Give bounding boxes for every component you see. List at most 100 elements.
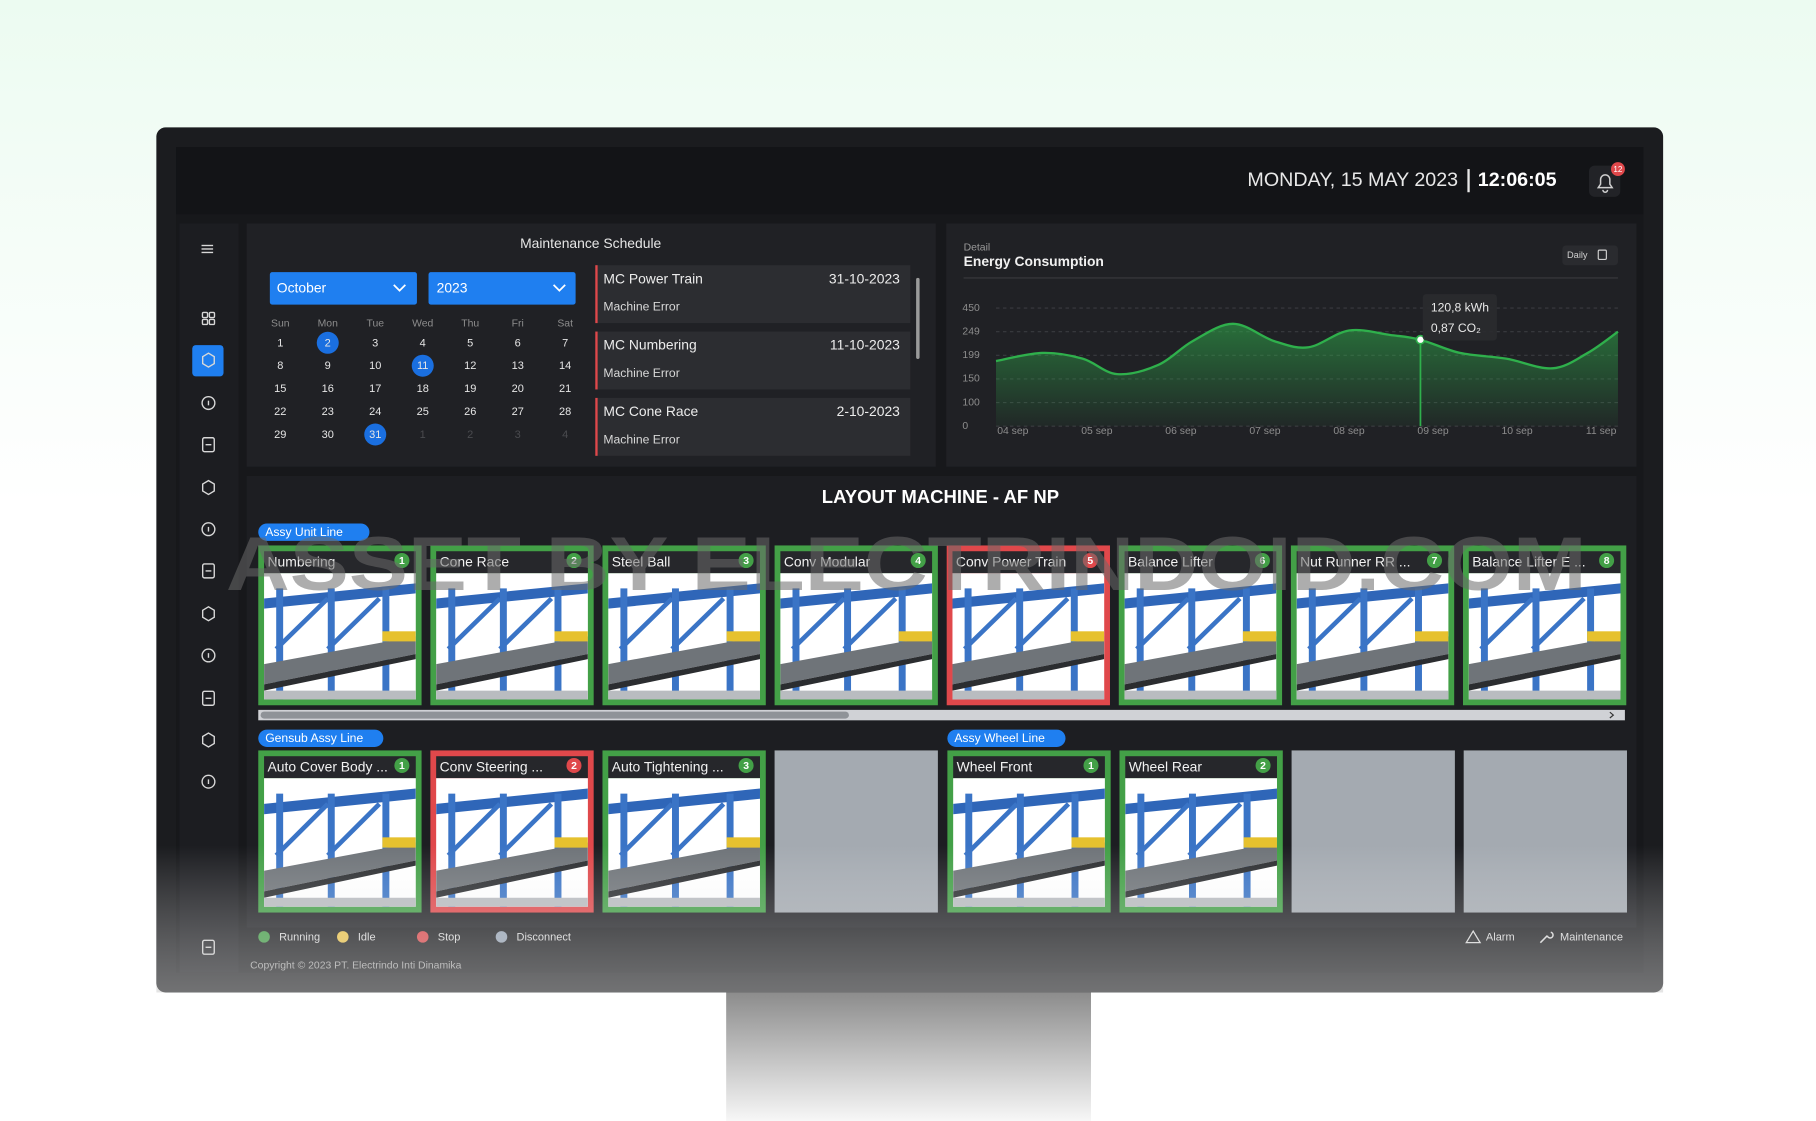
nav-icon[interactable] [201, 606, 215, 622]
y-tick-label: 100 [962, 397, 980, 408]
machine-number: 6 [1259, 556, 1265, 567]
item-date: 2-10-2023 [837, 403, 901, 419]
weekday: Mon [318, 318, 338, 329]
day: 16 [322, 383, 334, 395]
machine-name: Auto Tightening ... [612, 758, 724, 774]
beam [436, 583, 588, 609]
floor [953, 897, 1105, 907]
guard [1071, 837, 1105, 848]
schedule-item[interactable] [595, 331, 911, 390]
nav-icon[interactable] [201, 732, 215, 748]
icon-part [201, 437, 215, 453]
floor [1296, 690, 1449, 700]
action-label[interactable]: Maintenance [1560, 931, 1623, 943]
scrollbar-thumb[interactable] [260, 711, 849, 719]
nav-icon[interactable] [201, 522, 216, 537]
nav-icon[interactable] [201, 479, 215, 496]
trailing-day: 4 [562, 429, 568, 441]
item-issue: Machine Error [603, 366, 679, 380]
brace [1186, 596, 1242, 651]
machine-number: 4 [915, 556, 921, 567]
nav-icon[interactable] [201, 774, 216, 789]
empty-slot [1463, 750, 1627, 913]
list-scrollbar[interactable] [916, 277, 920, 359]
layout-title: LAYOUT MACHINE - AF NP [822, 486, 1059, 507]
day: 13 [512, 360, 524, 372]
legend-dot [337, 931, 349, 943]
brace [670, 596, 726, 651]
brace [446, 596, 502, 651]
machine-badge [738, 552, 754, 569]
icon-part [201, 690, 215, 706]
day: 26 [464, 406, 476, 418]
brace [1014, 596, 1070, 651]
legend-label: Stop [438, 931, 461, 943]
machine-photo [780, 583, 933, 700]
icon-part [201, 479, 215, 496]
nav-icon[interactable] [201, 437, 215, 453]
day: 3 [372, 337, 378, 349]
machine-photo [436, 583, 588, 700]
nav-icon[interactable] [201, 648, 216, 663]
beam [953, 788, 1105, 815]
nav-icon[interactable] [201, 563, 215, 579]
machine-badge [738, 757, 754, 774]
month-select[interactable] [269, 272, 417, 305]
machine-number: 8 [1604, 556, 1610, 567]
nav-icon[interactable] [201, 690, 215, 706]
belt-edge [1296, 654, 1449, 691]
schedule-item[interactable] [595, 265, 911, 324]
item-date: 31-10-2023 [829, 270, 900, 286]
guard [554, 837, 588, 848]
machine-badge [1255, 757, 1271, 774]
machine-badge [910, 552, 926, 569]
nav-icon[interactable] [201, 244, 214, 254]
machine-name: Cone Race [440, 553, 510, 569]
line [995, 322, 1619, 376]
card-header [436, 551, 588, 574]
active-nav [192, 345, 224, 377]
action-label[interactable]: Alarm [1486, 931, 1515, 943]
day: 4 [420, 337, 426, 349]
icon-part [208, 318, 216, 326]
weekday: Sun [271, 318, 290, 329]
nav-icon[interactable] [201, 395, 216, 411]
machine-name: Nut Runner RR ... [1300, 553, 1410, 569]
card-header [780, 551, 933, 574]
belt-edge [952, 654, 1105, 691]
item-accent [595, 265, 598, 324]
guard [1415, 631, 1449, 642]
empty-slot [774, 750, 938, 913]
day: 8 [277, 360, 283, 372]
day: 20 [512, 383, 524, 395]
icon-part [201, 648, 216, 663]
beam [780, 583, 933, 609]
day: 5 [467, 337, 473, 349]
row-scrollbar[interactable] [258, 709, 1625, 721]
day: 29 [274, 429, 286, 441]
notification-button[interactable] [1589, 165, 1621, 197]
schedule-item[interactable] [595, 397, 911, 456]
scroll-arrow[interactable] [1609, 711, 1615, 719]
x-tick-label: 07 sep [1249, 426, 1280, 437]
machine-name: Balance Lifter [1128, 553, 1213, 569]
legend-dot [258, 931, 270, 943]
item-issue: Machine Error [603, 300, 679, 314]
nav-icon[interactable] [201, 352, 215, 368]
top-bar [176, 147, 1644, 215]
year-select[interactable] [428, 272, 576, 305]
marked-day [364, 423, 387, 446]
machine-photo [264, 583, 416, 700]
card-header [1125, 756, 1277, 779]
card-header [264, 551, 416, 574]
floor [1125, 897, 1277, 907]
machine-number: 7 [1432, 556, 1438, 567]
day: 30 [322, 429, 334, 441]
icon-part [201, 774, 216, 789]
day: 24 [369, 406, 381, 418]
machine-number: 3 [743, 761, 749, 772]
brace [498, 596, 554, 651]
bell-icon [1596, 174, 1614, 193]
machine-photo [608, 583, 760, 700]
nav-icon[interactable] [201, 311, 216, 326]
